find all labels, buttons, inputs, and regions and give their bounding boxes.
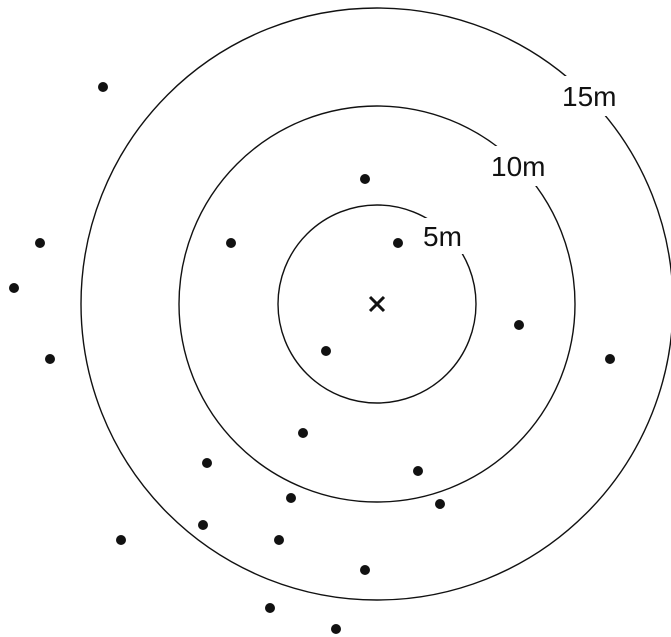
point <box>393 238 403 248</box>
point <box>360 565 370 575</box>
point <box>9 283 19 293</box>
ring-10m-label-gap <box>485 146 561 186</box>
center-marker <box>368 295 386 313</box>
point <box>413 466 423 476</box>
point-group <box>9 82 615 634</box>
point <box>226 238 236 248</box>
point <box>514 320 524 330</box>
point <box>45 354 55 364</box>
ring-10m <box>178 105 576 503</box>
point <box>35 238 45 248</box>
point <box>202 458 212 468</box>
point <box>98 82 108 92</box>
point <box>435 499 445 509</box>
ring-5m-label: 5m <box>423 221 462 252</box>
point <box>286 493 296 503</box>
point <box>198 520 208 530</box>
ring-5m <box>277 204 477 404</box>
ring-15m-label-gap <box>556 76 630 116</box>
point <box>331 624 341 634</box>
ring-10m-label: 10m <box>491 151 545 182</box>
ring-15m-label: 15m <box>562 81 616 112</box>
point <box>360 174 370 184</box>
point <box>321 346 331 356</box>
point <box>274 535 284 545</box>
point <box>116 535 126 545</box>
ring-15m <box>80 7 671 601</box>
point <box>298 428 308 438</box>
point <box>265 603 275 613</box>
point <box>605 354 615 364</box>
ring-5m-label-gap <box>418 218 474 254</box>
